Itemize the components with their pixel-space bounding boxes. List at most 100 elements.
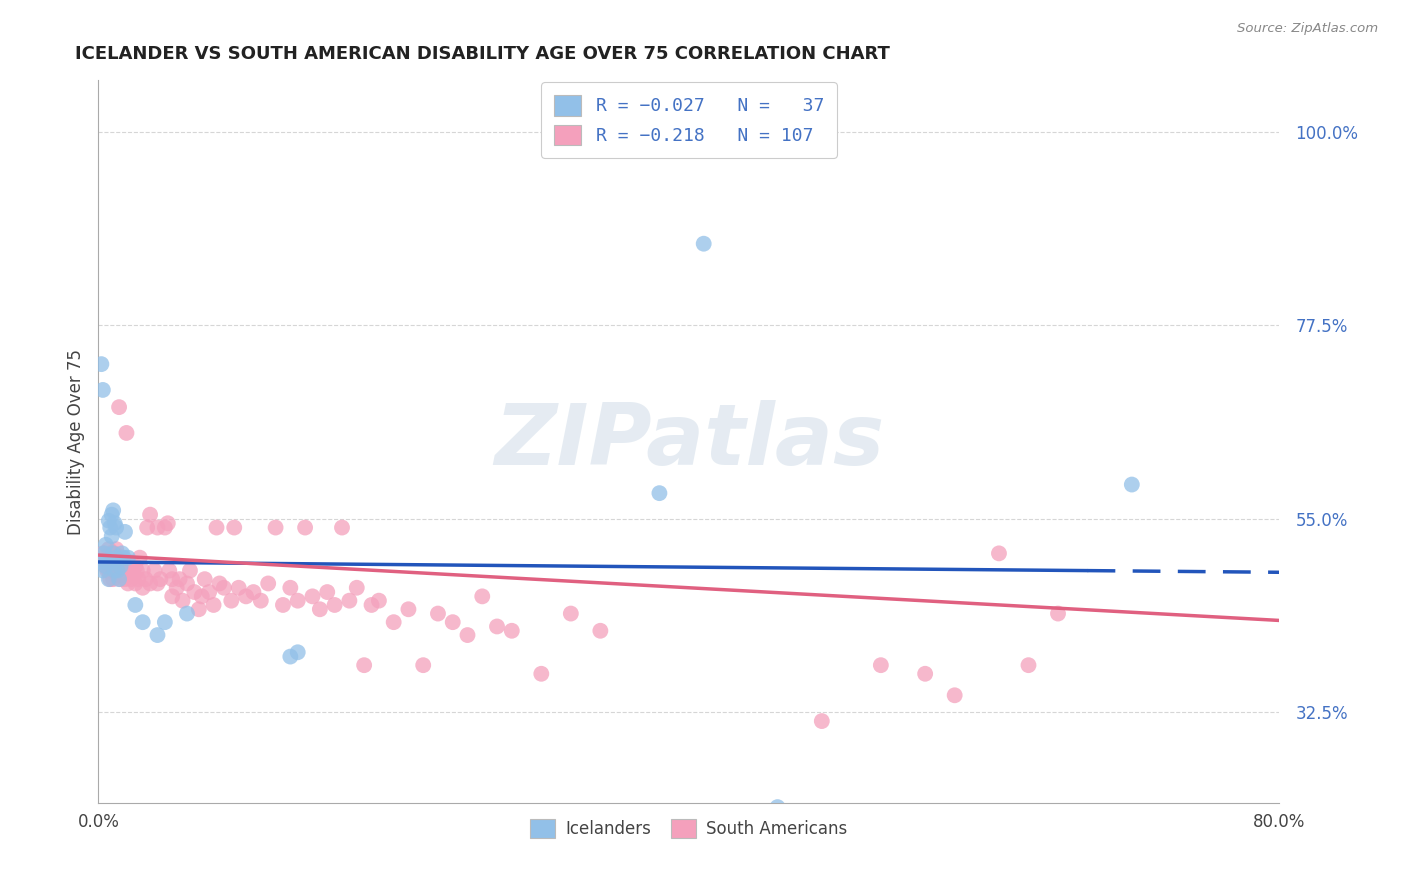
Text: ZIPatlas: ZIPatlas (494, 400, 884, 483)
Y-axis label: Disability Age Over 75: Disability Age Over 75 (66, 349, 84, 534)
Point (124, 559, 146, 574)
Point (112, 550, 135, 565)
Point (1018, 658, 1040, 673)
Point (112, 559, 135, 574)
Point (96, 564, 118, 578)
Point (103, 572, 125, 586)
Point (132, 615, 155, 630)
Point (107, 564, 129, 578)
Text: ICELANDER VS SOUTH AMERICAN DISABILITY AGE OVER 75 CORRELATION CHART: ICELANDER VS SOUTH AMERICAN DISABILITY A… (75, 45, 890, 63)
Point (91, 564, 114, 578)
Point (132, 564, 155, 578)
Point (169, 572, 191, 586)
Point (110, 559, 132, 574)
Point (90, 357, 112, 371)
Point (191, 590, 214, 604)
Point (108, 572, 131, 586)
Point (943, 688, 966, 702)
Point (94, 538, 117, 552)
Point (162, 572, 183, 586)
Point (242, 585, 264, 599)
Point (103, 564, 125, 578)
Point (280, 581, 302, 595)
Point (208, 576, 231, 591)
Point (93, 550, 115, 565)
Point (104, 564, 127, 578)
Point (111, 546, 134, 560)
Point (114, 524, 136, 539)
Point (166, 581, 188, 595)
Point (96, 555, 118, 569)
Point (353, 658, 375, 673)
Point (139, 576, 162, 591)
Point (149, 572, 172, 586)
Point (97, 564, 120, 578)
Point (287, 645, 309, 659)
Point (110, 564, 132, 578)
Point (125, 564, 148, 578)
Point (98, 520, 121, 534)
Point (235, 590, 257, 604)
Point (105, 542, 128, 557)
Point (105, 567, 128, 582)
Point (100, 559, 122, 574)
Point (104, 516, 127, 531)
Point (271, 598, 294, 612)
Point (294, 520, 316, 534)
Point (870, 658, 893, 673)
Point (224, 520, 246, 534)
Point (212, 581, 235, 595)
Text: Source: ZipAtlas.com: Source: ZipAtlas.com (1237, 22, 1378, 36)
Point (111, 567, 134, 582)
Point (115, 567, 138, 582)
Point (412, 658, 434, 673)
Point (988, 546, 1011, 560)
Point (153, 520, 176, 534)
Point (107, 555, 129, 569)
Point (153, 615, 176, 630)
Point (398, 602, 420, 616)
Point (176, 576, 198, 591)
Point (103, 503, 125, 517)
Point (100, 550, 122, 565)
Point (146, 628, 169, 642)
Point (132, 581, 155, 595)
Point (287, 593, 309, 607)
Point (94, 559, 117, 574)
Point (360, 598, 382, 612)
Point (560, 607, 582, 621)
Point (94, 559, 117, 574)
Point (91, 383, 114, 397)
Point (107, 559, 129, 574)
Point (114, 572, 136, 586)
Point (183, 585, 205, 599)
Point (205, 520, 228, 534)
Point (146, 520, 169, 534)
Point (693, 236, 716, 251)
Point (98, 546, 121, 560)
Point (339, 593, 361, 607)
Point (530, 666, 553, 681)
Point (143, 564, 166, 578)
Point (105, 550, 128, 565)
Point (914, 666, 936, 681)
Point (427, 607, 450, 621)
Point (264, 520, 287, 534)
Point (323, 598, 346, 612)
Point (93, 546, 115, 560)
Point (457, 628, 479, 642)
Point (108, 564, 131, 578)
Point (382, 615, 405, 630)
Point (117, 550, 139, 565)
Legend: Icelanders, South Americans: Icelanders, South Americans (523, 813, 855, 845)
Point (501, 624, 523, 638)
Point (94, 555, 117, 569)
Point (117, 564, 139, 578)
Point (124, 598, 146, 612)
Point (111, 550, 134, 565)
Point (139, 508, 162, 522)
Point (146, 576, 169, 591)
Point (91, 546, 114, 560)
Point (228, 581, 250, 595)
Point (810, 714, 832, 728)
